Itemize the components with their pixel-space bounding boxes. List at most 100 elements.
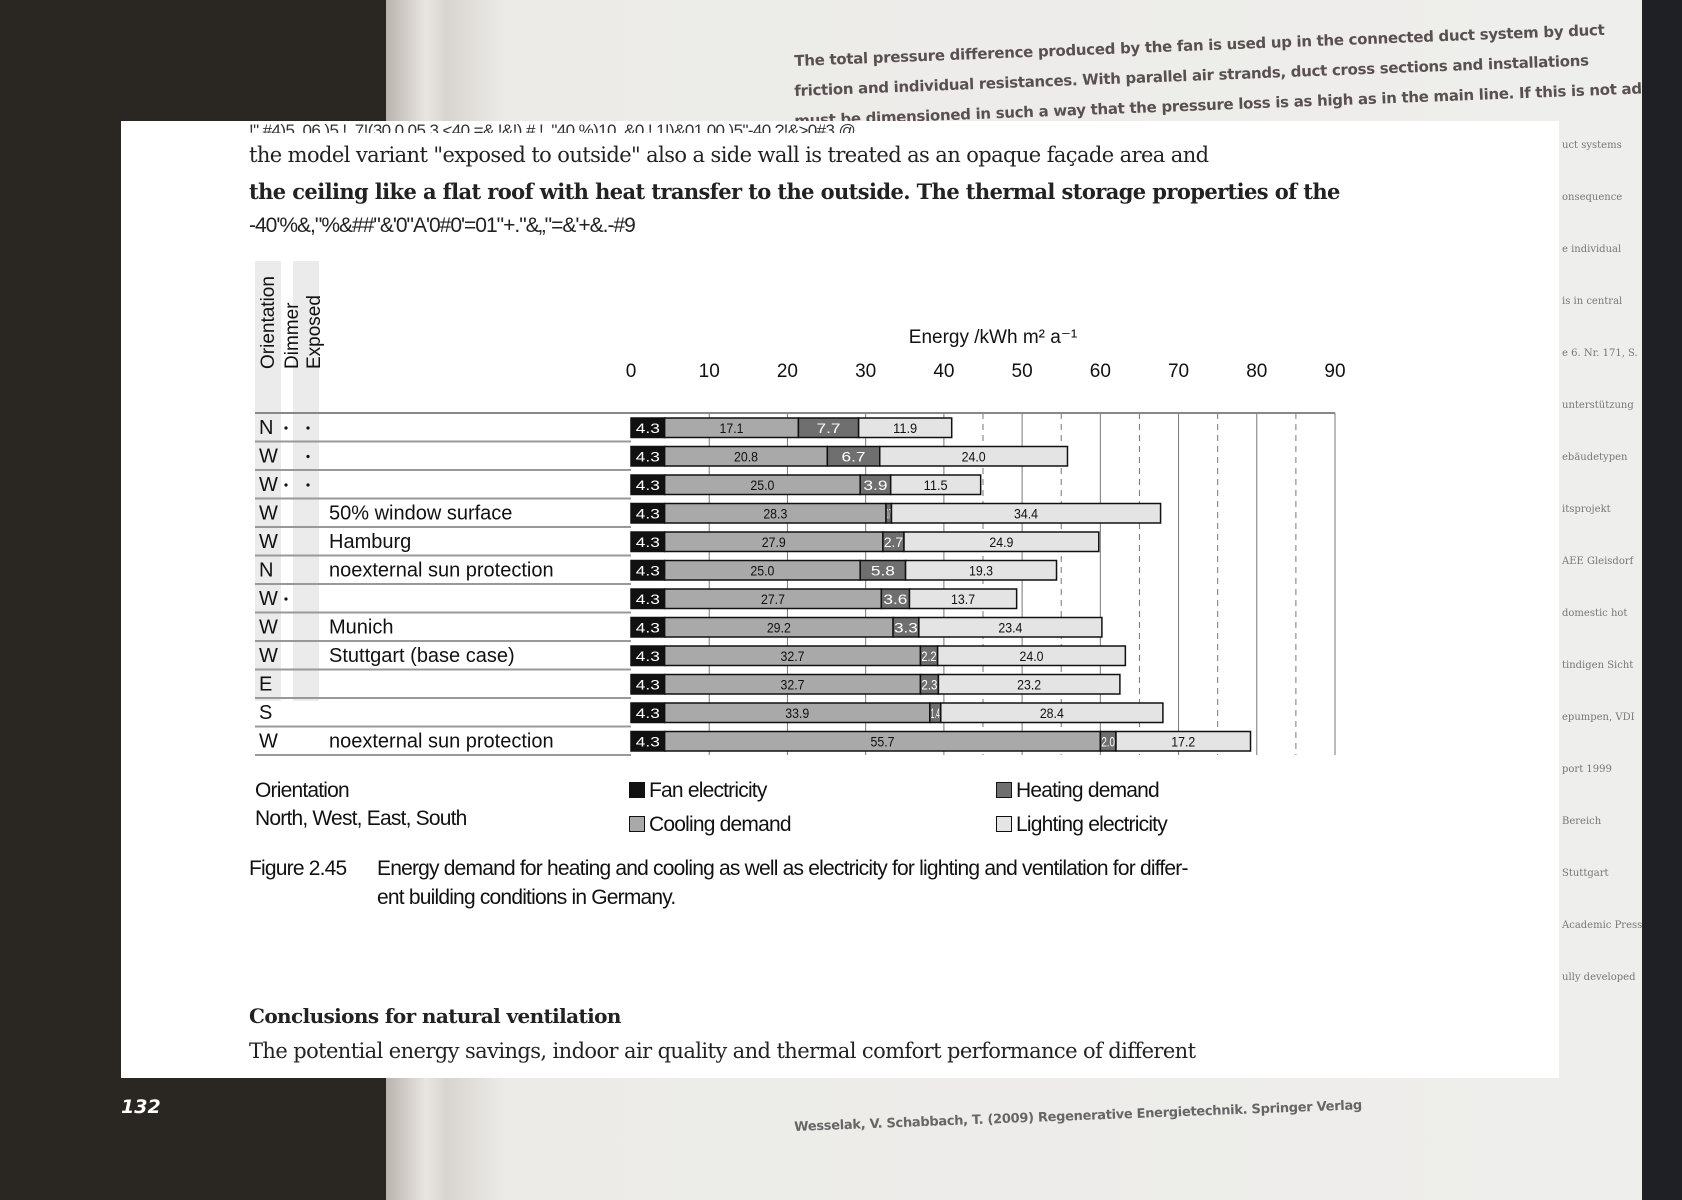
bar-value-label: 4.3 (636, 506, 660, 522)
bar-value-label: 23.4 (998, 620, 1022, 636)
paragraph-line-bold: the ceiling like a flat roof with heat t… (249, 179, 1340, 204)
row-orientation: W (259, 503, 278, 525)
bar-value-label: 19.3 (969, 563, 993, 579)
background-side-fragment: port 1999 (1562, 764, 1612, 775)
bar-value-label: 20.8 (734, 449, 758, 465)
legend-fan-electricity: Fan electricity (629, 779, 767, 803)
background-side-fragment: ully developed (1562, 972, 1636, 983)
background-side-fragment: AEE Gleisdorf (1562, 556, 1634, 567)
figure-caption-label: Figure 2.45 (249, 857, 347, 880)
exposed-dot (306, 483, 310, 487)
background-side-fragment: ebäudetypen (1562, 452, 1628, 463)
row-orientation: W (259, 531, 278, 553)
bar-value-label: 34.4 (1014, 506, 1038, 522)
bar-value-label: 3.9 (863, 477, 887, 493)
bar-value-label: 1.4 (931, 705, 940, 721)
column-header: Orientation (258, 276, 279, 369)
row-orientation: N (259, 417, 273, 439)
bar-value-label: 13.7 (951, 591, 975, 607)
row-orientation: W (259, 645, 278, 667)
x-tick-label: 0 (626, 361, 637, 382)
figure-caption-line: ent building conditions in Germany. (377, 886, 676, 909)
exposed-dot (306, 426, 310, 430)
bar-value-label: 17.1 (720, 420, 744, 436)
bar-value-label: 32.7 (781, 648, 805, 664)
legend-swatch (996, 816, 1012, 832)
stacked-bar-chart: Orientation Dimmer Exposed Energy /kWh m² a… (255, 261, 1346, 756)
figure-caption-line: Energy demand for heating and cooling as… (377, 857, 1188, 880)
bar-value-label: 27.9 (762, 534, 786, 550)
bar-value-label: 28.3 (763, 506, 787, 522)
row-orientation: W (259, 446, 278, 468)
bar-value-label: 4.3 (636, 677, 660, 693)
row-orientation: W (259, 731, 278, 753)
lighting-electricity-bar (889, 474, 982, 496)
row-orientation: W (259, 588, 278, 610)
bar-value-label: 29.2 (767, 620, 791, 636)
row-orientation: S (259, 702, 272, 724)
background-side-fragment: Stuttgart (1562, 868, 1609, 879)
column-header: Dimmer (282, 302, 303, 369)
bar-value-label: 28.4 (1040, 705, 1064, 721)
row-label: noexternal sun protection (329, 731, 554, 753)
background-side-fragment: e individual (1562, 244, 1622, 255)
row-label: Hamburg (329, 531, 411, 553)
row-label: 50% window surface (329, 503, 512, 525)
x-tick-label: 30 (855, 361, 876, 382)
x-tick-label: 50 (1012, 361, 1033, 382)
bar-value-label: 4.3 (636, 591, 660, 607)
bar-value-label: 23.2 (1017, 677, 1041, 693)
document-page: !" #4)5. 06,)5 !. 7!(30 0 05,3 <40 =& !&… (121, 121, 1559, 1078)
bar-value-label: 11.5 (924, 477, 948, 493)
legend-swatch (629, 782, 645, 798)
row-orientation: W (259, 617, 278, 639)
legend-label: Heating demand (1016, 779, 1160, 802)
legend-cooling-demand: Cooling demand (629, 813, 792, 837)
legend-label: Cooling demand (649, 813, 792, 836)
row-label: noexternal sun protection (329, 560, 554, 582)
bar-value-label: 17.2 (1171, 734, 1195, 750)
lighting-electricity-bar (857, 417, 953, 439)
paragraph-line: the model variant "exposed to outside" a… (249, 143, 1209, 167)
lighting-electricity-bar (918, 616, 1103, 638)
background-side-fragment: e 6. Nr. 171, S. (1562, 348, 1638, 359)
lighting-electricity-bar (908, 588, 1018, 610)
background-side-fragment: tindigen Sicht (1562, 660, 1634, 671)
background-side-fragment: Academic Press (1562, 920, 1643, 931)
row-orientation: N (259, 560, 273, 582)
legend-label: Fan electricity (649, 779, 767, 802)
bar-value-label: 33.9 (785, 705, 809, 721)
legend-swatch (629, 816, 645, 832)
section-heading: Conclusions for natural ventilation (249, 1004, 621, 1028)
row-label: Munich (329, 617, 393, 639)
legend-label: Lighting electricity (1016, 813, 1168, 836)
bar-value-label: 6.7 (842, 449, 866, 465)
lighting-electricity-bar (1115, 730, 1252, 752)
bar-value-label: 4.3 (636, 563, 660, 579)
x-tick-label: 80 (1246, 361, 1267, 382)
background-side-fragment: is in central (1562, 296, 1623, 307)
bar-value-label: 11.9 (893, 420, 917, 436)
x-axis-title: Energy /kWh m² a⁻¹ (909, 327, 1077, 348)
page-number: 132 (121, 1096, 161, 1118)
dimmer-dot (284, 483, 288, 487)
background-side-fragment: epumpen, VDI (1562, 712, 1635, 723)
legend-lighting-electricity: Lighting electricity (996, 813, 1168, 837)
bar-value-label: 55.7 (870, 734, 894, 750)
legend-swatch (996, 782, 1012, 798)
row-orientation: E (259, 674, 272, 696)
lighting-electricity-bar (936, 645, 1127, 667)
x-tick-label: 40 (933, 361, 954, 382)
orientation-column-bg (255, 261, 281, 701)
bar-value-label: 4.3 (636, 420, 660, 436)
x-tick-label: 70 (1168, 361, 1189, 382)
bar-value-label: 27.7 (761, 591, 785, 607)
bar-value-label: 32.7 (781, 677, 805, 693)
lighting-electricity-bar (904, 559, 1058, 581)
bar-value-label: 4.3 (636, 620, 660, 636)
background-side-fragment: Bereich (1562, 816, 1602, 827)
garbled-text-line: -40'%&,"%&##"&'0"A'0#0'=01"+."&„"=&'+&.-… (249, 214, 636, 237)
bar-value-label: 4.3 (636, 734, 660, 750)
lighting-electricity-bar (890, 502, 1162, 524)
bar-value-label: 4.3 (636, 449, 660, 465)
